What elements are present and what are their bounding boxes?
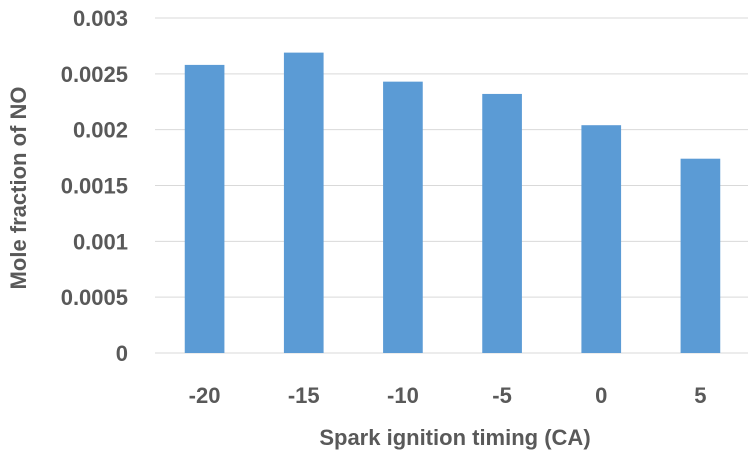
y-axis-ticks: 0 0.0005 0.001 0.0015 0.002 0.0025 0.003 (61, 6, 128, 366)
x-tick-label: -5 (492, 383, 512, 408)
y-tick-label: 0.003 (73, 6, 128, 31)
bars (184, 52, 721, 354)
y-tick-label: 0 (116, 341, 128, 366)
bar--5 (482, 93, 522, 353)
x-tick-label: -15 (288, 383, 320, 408)
y-tick-label: 0.0005 (61, 285, 128, 310)
x-tick-label: 5 (694, 383, 706, 408)
x-tick-label: 0 (595, 383, 607, 408)
bar--10 (383, 81, 423, 354)
gridlines (155, 17, 748, 354)
x-tick-label: -10 (387, 383, 419, 408)
bar--20 (184, 64, 225, 354)
y-tick-label: 0.0025 (61, 62, 128, 87)
bar-5 (680, 158, 721, 353)
bar-0 (581, 125, 622, 353)
y-axis-title: Mole fraction of NO (6, 87, 31, 290)
y-tick-label: 0.001 (73, 229, 128, 254)
x-axis-ticks: -20 -15 -10 -5 0 5 (189, 383, 707, 408)
x-tick-label: -20 (189, 383, 221, 408)
bar--15 (283, 52, 324, 353)
y-tick-label: 0.002 (73, 118, 128, 143)
y-tick-label: 0.0015 (61, 174, 128, 199)
x-axis-title: Spark ignition timing (CA) (319, 425, 590, 450)
